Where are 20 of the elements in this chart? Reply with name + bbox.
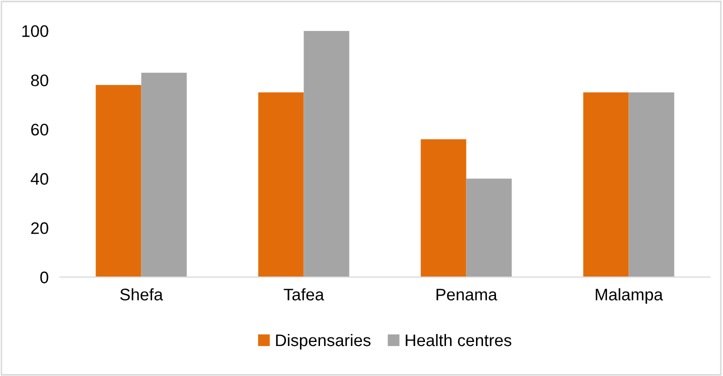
x-tick-label: Malampa: [596, 288, 664, 304]
y-tick-label: 100: [22, 25, 48, 38]
bar: [258, 92, 304, 278]
legend-label: Dispensaries: [276, 334, 371, 350]
y-tick-label: 80: [31, 74, 48, 86]
y-tick-label: 40: [30, 173, 48, 185]
x-tick-label: Shefa: [120, 288, 164, 300]
x-tick-label: Penama: [436, 288, 498, 300]
y-tick-label: 20: [31, 222, 48, 234]
bar: [466, 178, 512, 278]
bar: [583, 92, 629, 278]
x-tick-label: Tafea: [284, 288, 324, 300]
bar: [628, 92, 674, 278]
legend-label: Health centres: [406, 334, 512, 346]
y-tick-label: 0: [40, 272, 48, 284]
bar: [141, 72, 187, 278]
bar: [96, 85, 142, 278]
y-tick-label: 60: [31, 124, 48, 136]
bar: [420, 139, 466, 278]
bar: [304, 30, 350, 278]
